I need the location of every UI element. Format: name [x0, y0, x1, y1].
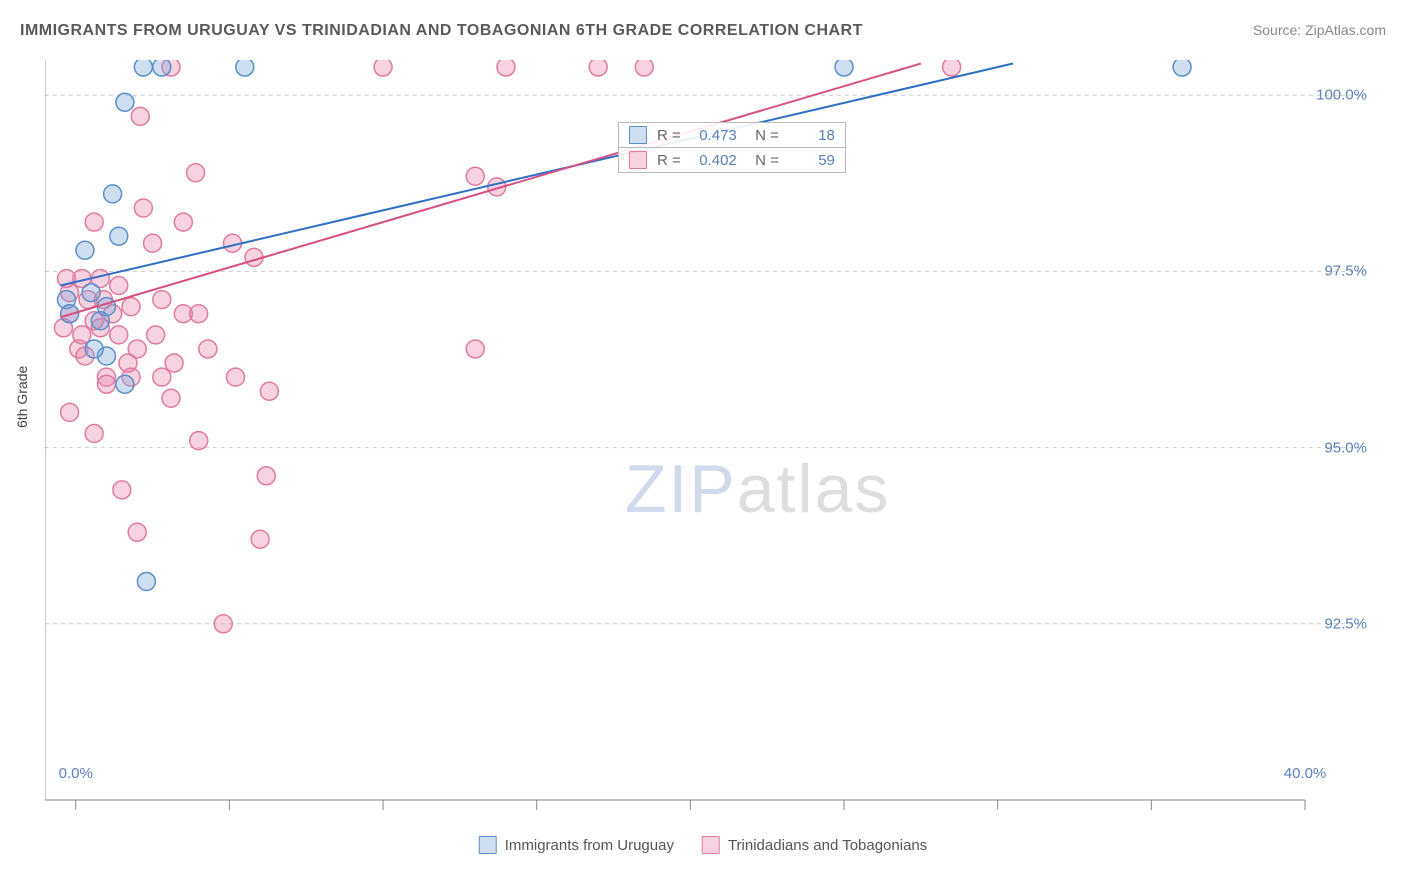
- data-point-uruguay: [104, 185, 122, 203]
- x-tick-label: 0.0%: [59, 765, 93, 782]
- stats-n-value-uruguay: 18: [789, 127, 835, 144]
- data-point-trinidad: [589, 60, 607, 76]
- data-point-trinidad: [144, 234, 162, 252]
- data-point-uruguay: [153, 60, 171, 76]
- stats-row-trinidad: R = 0.402 N = 59: [619, 147, 845, 172]
- data-point-uruguay: [137, 573, 155, 591]
- data-point-trinidad: [497, 60, 515, 76]
- data-point-trinidad: [174, 213, 192, 231]
- data-point-trinidad: [131, 107, 149, 125]
- data-point-trinidad: [466, 167, 484, 185]
- scatter-plot: [45, 60, 1385, 820]
- data-point-uruguay: [116, 93, 134, 111]
- chart-title: IMMIGRANTS FROM URUGUAY VS TRINIDADIAN A…: [20, 22, 863, 40]
- data-point-trinidad: [147, 326, 165, 344]
- data-point-trinidad: [128, 523, 146, 541]
- data-point-trinidad: [199, 340, 217, 358]
- data-point-trinidad: [122, 298, 140, 316]
- legend-swatch-trinidad: [702, 836, 720, 854]
- swatch-uruguay: [629, 126, 647, 144]
- legend-item-trinidad: Trinidadians and Tobagonians: [702, 836, 927, 854]
- legend-item-uruguay: Immigrants from Uruguay: [479, 836, 674, 854]
- data-point-uruguay: [82, 284, 100, 302]
- data-point-uruguay: [236, 60, 254, 76]
- swatch-trinidad: [629, 151, 647, 169]
- data-point-trinidad: [635, 60, 653, 76]
- data-point-trinidad: [174, 305, 192, 323]
- data-point-trinidad: [134, 199, 152, 217]
- data-point-uruguay: [134, 60, 152, 76]
- data-point-trinidad: [260, 382, 278, 400]
- stats-r-value-trinidad: 0.402: [691, 152, 737, 169]
- data-point-trinidad: [153, 291, 171, 309]
- stats-r-label: R =: [657, 152, 681, 169]
- data-point-uruguay: [835, 60, 853, 76]
- source-prefix: Source:: [1253, 22, 1305, 38]
- legend-swatch-uruguay: [479, 836, 497, 854]
- data-point-uruguay: [116, 375, 134, 393]
- stats-n-value-trinidad: 59: [789, 152, 835, 169]
- stats-r-label: R =: [657, 127, 681, 144]
- data-point-trinidad: [61, 403, 79, 421]
- legend-label-trinidad: Trinidadians and Tobagonians: [728, 837, 927, 854]
- data-point-uruguay: [76, 241, 94, 259]
- data-point-trinidad: [190, 432, 208, 450]
- legend-label-uruguay: Immigrants from Uruguay: [505, 837, 674, 854]
- y-tick-label: 97.5%: [1324, 263, 1367, 280]
- source-attribution: Source: ZipAtlas.com: [1253, 22, 1386, 38]
- chart-container: ZIPatlas R = 0.473 N = 18 R = 0.402 N = …: [45, 60, 1385, 820]
- y-axis-label: 6th Grade: [14, 366, 30, 428]
- stats-n-label: N =: [747, 152, 779, 169]
- data-point-trinidad: [85, 213, 103, 231]
- y-tick-label: 100.0%: [1316, 87, 1367, 104]
- data-point-trinidad: [110, 277, 128, 295]
- data-point-trinidad: [466, 340, 484, 358]
- data-point-trinidad: [187, 164, 205, 182]
- bottom-legend: Immigrants from Uruguay Trinidadians and…: [479, 836, 928, 854]
- data-point-trinidad: [227, 368, 245, 386]
- data-point-trinidad: [97, 375, 115, 393]
- data-point-trinidad: [374, 60, 392, 76]
- stats-legend-box: R = 0.473 N = 18 R = 0.402 N = 59: [618, 122, 846, 173]
- data-point-trinidad: [943, 60, 961, 76]
- data-point-trinidad: [257, 467, 275, 485]
- data-point-uruguay: [1173, 60, 1191, 76]
- data-point-trinidad: [85, 425, 103, 443]
- data-point-trinidad: [153, 368, 171, 386]
- source-link[interactable]: ZipAtlas.com: [1305, 22, 1386, 38]
- data-point-trinidad: [162, 389, 180, 407]
- x-tick-label: 40.0%: [1284, 765, 1327, 782]
- data-point-uruguay: [85, 340, 103, 358]
- y-tick-label: 92.5%: [1324, 615, 1367, 632]
- stats-row-uruguay: R = 0.473 N = 18: [619, 123, 845, 147]
- data-point-trinidad: [113, 481, 131, 499]
- stats-r-value-uruguay: 0.473: [691, 127, 737, 144]
- data-point-trinidad: [165, 354, 183, 372]
- trend-line-trinidad: [60, 64, 920, 318]
- data-point-trinidad: [110, 326, 128, 344]
- data-point-trinidad: [251, 530, 269, 548]
- data-point-uruguay: [110, 227, 128, 245]
- data-point-uruguay: [91, 312, 109, 330]
- data-point-trinidad: [214, 615, 232, 633]
- stats-n-label: N =: [747, 127, 779, 144]
- y-tick-label: 95.0%: [1324, 439, 1367, 456]
